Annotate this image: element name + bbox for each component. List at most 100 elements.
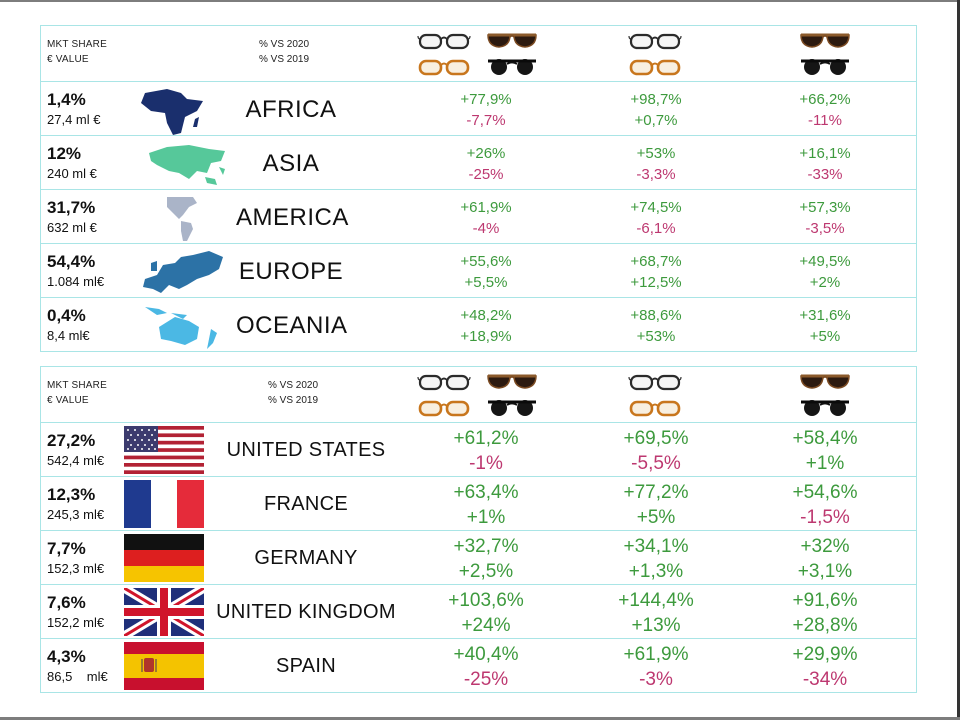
market-value: 152,3 ml€ — [47, 561, 105, 576]
vs-2019: -7,7% — [466, 112, 506, 129]
regions-header-row: MKT SHARE € VALUE % VS 2020 % VS 2019 — [41, 26, 916, 81]
region-row-asia: 12% 240 ml € ASIA +26% -25% +53% -3,3% +16… — [41, 135, 916, 189]
value-cell-optical: +68,7% +12,5% — [586, 251, 726, 293]
vs-2020: +49,5% — [799, 253, 851, 270]
america-map-icon — [167, 197, 197, 241]
vs-2020: +77,9% — [460, 91, 512, 108]
value-cell-total: +55,6% +5,5% — [416, 251, 556, 293]
vs-2020: +66,2% — [799, 91, 851, 108]
uk-flag-icon — [124, 588, 204, 636]
vs-2020: +26% — [466, 145, 506, 162]
optical-and-sun-glasses-icon — [416, 373, 537, 417]
market-share: 1,4% — [47, 90, 86, 109]
usa-flag-icon — [124, 426, 204, 474]
vs-2020: +57,3% — [799, 199, 851, 216]
country-name: FRANCE — [263, 493, 349, 515]
value-cell-optical: +144,4% +13% — [586, 588, 726, 638]
header-vs-2019: % VS 2019 — [259, 54, 310, 65]
vs-2019: -25% — [468, 166, 504, 183]
value-cell-optical: +53% -3,3% — [586, 143, 726, 185]
optical-glasses-icon — [627, 33, 683, 76]
france-flag-icon — [124, 480, 204, 528]
vs-2019: -3,5% — [805, 220, 845, 237]
value-cell-optical: +69,5% -5,5% — [586, 426, 726, 476]
vs-2020: +68,7% — [630, 253, 682, 270]
country-name: UNITED STATES — [226, 439, 386, 461]
vs-2020: +69,5% — [623, 428, 689, 449]
vs-2020: +63,4% — [453, 482, 519, 503]
countries-table: MKT SHARE € VALUE % VS 2020 % VS 2019 27… — [40, 366, 917, 693]
header-mkt-share: MKT SHARE — [47, 380, 107, 391]
vs-2020: +91,6% — [792, 590, 858, 611]
frame-bottom — [0, 717, 960, 720]
region-name: OCEANIA — [236, 312, 348, 339]
header-value: € VALUE — [47, 395, 89, 406]
vs-2020: +61,9% — [460, 199, 512, 216]
vs-2020: +61,9% — [623, 644, 689, 665]
vs-2019: +0,7% — [634, 112, 678, 129]
header-mkt-share: MKT SHARE — [47, 39, 107, 50]
market-value: 86,5 ml€ — [47, 669, 108, 684]
vs-2019: -1% — [469, 453, 503, 474]
value-cell-total: +48,2% +18,9% — [416, 305, 556, 347]
vs-2019: -3,3% — [636, 166, 676, 183]
vs-2020: +40,4% — [453, 644, 519, 665]
europe-map-icon — [143, 251, 223, 293]
header-value: € VALUE — [47, 54, 89, 65]
region-name: AMERICA — [236, 204, 349, 231]
vs-2019: +53% — [636, 328, 676, 345]
market-share: 12,3% — [47, 485, 96, 504]
value-cell-sun: +49,5% +2% — [755, 251, 895, 293]
value-cell-optical: +77,2% +5% — [586, 480, 726, 530]
value-cell-optical: +98,7% +0,7% — [586, 89, 726, 131]
value-cell-sun: +54,6% -1,5% — [755, 480, 895, 530]
market-share: 0,4% — [47, 306, 86, 325]
regions-table: MKT SHARE € VALUE % VS 2020 % VS 2019 1,… — [40, 25, 917, 352]
market-value: 632 ml € — [47, 220, 97, 235]
vs-2020: +61,2% — [453, 428, 519, 449]
value-cell-total: +61,2% -1% — [416, 426, 556, 476]
value-cell-sun: +16,1% -33% — [755, 143, 895, 185]
vs-2019: -6,1% — [636, 220, 676, 237]
oceania-map-icon — [145, 307, 217, 349]
vs-2020: +54,6% — [792, 482, 858, 503]
africa-map-icon — [141, 89, 203, 135]
value-cell-sun: +31,6% +5% — [755, 305, 895, 347]
vs-2020: +48,2% — [460, 307, 512, 324]
germany-flag-icon — [124, 534, 204, 582]
vs-2019: -1,5% — [800, 507, 850, 528]
country-row-spain: 4,3% 86,5 ml€ SPAIN +40,4% -25% +61,9% -3%… — [41, 638, 916, 692]
vs-2020: +32% — [800, 536, 850, 557]
vs-2019: -4% — [472, 220, 500, 237]
vs-2019: +13% — [631, 615, 681, 636]
vs-2020: +77,2% — [623, 482, 689, 503]
vs-2020: +16,1% — [799, 145, 851, 162]
region-row-oceania: 0,4% 8,4 ml€ OCEANIA +48,2% +18,9% +88,6%… — [41, 297, 916, 351]
vs-2020: +53% — [636, 145, 676, 162]
vs-2019: +24% — [461, 615, 511, 636]
market-share: 12% — [47, 144, 82, 163]
vs-2019: -3% — [639, 669, 673, 690]
region-name: EUROPE — [238, 258, 344, 285]
value-cell-total: +77,9% -7,7% — [416, 89, 556, 131]
value-cell-sun: +66,2% -11% — [755, 89, 895, 131]
vs-2019: -25% — [463, 669, 509, 690]
vs-2020: +32,7% — [453, 536, 519, 557]
vs-2019: +1% — [466, 507, 506, 528]
vs-2019: +5% — [636, 507, 676, 528]
value-cell-total: +40,4% -25% — [416, 642, 556, 692]
vs-2020: +98,7% — [630, 91, 682, 108]
vs-2020: +103,6% — [448, 590, 524, 611]
country-name: UNITED KINGDOM — [216, 601, 396, 623]
country-row-united-states: 27,2% 542,4 ml€ UNITED STATES +61,2% -1% … — [41, 422, 916, 476]
vs-2020: +29,9% — [792, 644, 858, 665]
value-cell-sun: +32% +3,1% — [755, 534, 895, 584]
vs-2020: +88,6% — [630, 307, 682, 324]
header-vs-2020: % VS 2020 — [259, 39, 310, 50]
market-share: 31,7% — [47, 198, 96, 217]
country-name: SPAIN — [275, 655, 337, 677]
sunglasses-icon — [800, 32, 850, 76]
value-cell-optical: +74,5% -6,1% — [586, 197, 726, 239]
market-share: 4,3% — [47, 647, 86, 666]
countries-header-row: MKT SHARE € VALUE % VS 2020 % VS 2019 — [41, 367, 916, 422]
